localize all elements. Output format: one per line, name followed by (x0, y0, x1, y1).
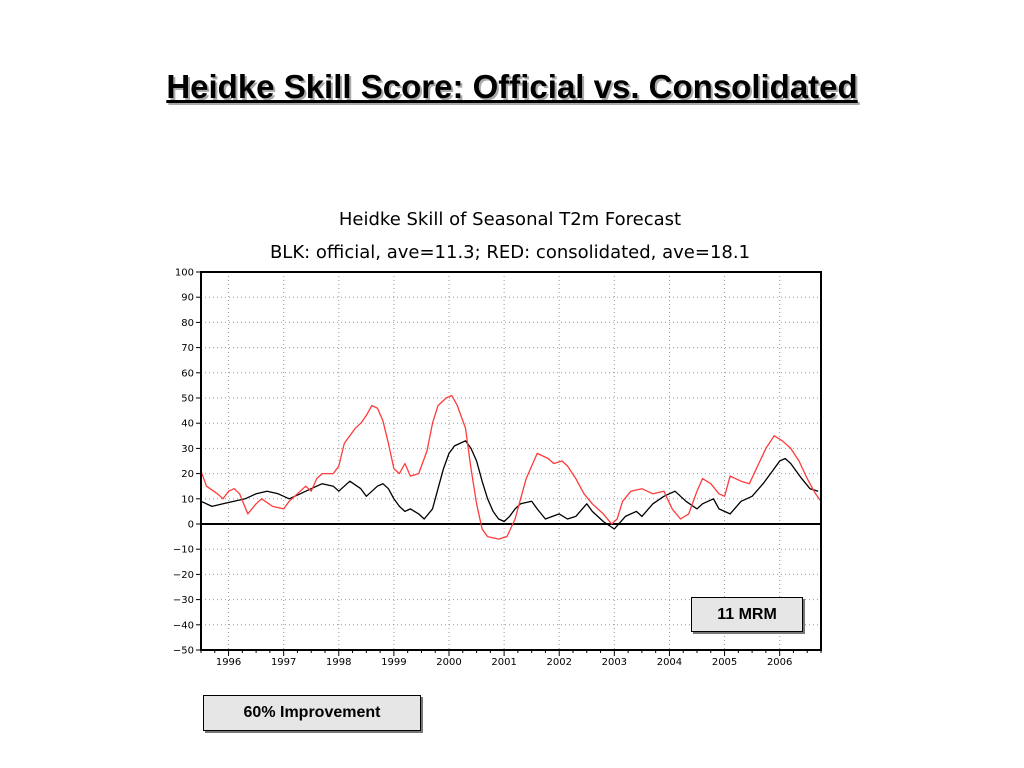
series-line-official (200, 440, 819, 530)
x-tick-label: 2000 (436, 657, 461, 668)
x-tick-label: 2002 (546, 657, 571, 668)
x-tick-label: 2004 (657, 657, 682, 668)
series-layer (200, 394, 822, 540)
y-tick-label: 60 (181, 368, 194, 379)
x-tick-label: 1998 (326, 657, 351, 668)
chart-title: Heidke Skill of Seasonal T2m Forecast (339, 209, 681, 230)
x-tick-label: 2006 (767, 657, 792, 668)
improvement-label-box: 60% Improvement (203, 695, 421, 731)
axis-layer: 1009080706050403020100−10−20−30−40−50199… (173, 268, 822, 668)
y-tick-label: −40 (173, 620, 194, 631)
y-tick-label: −10 (173, 545, 194, 556)
y-tick-label: 30 (181, 444, 194, 455)
slide-title: Heidke Skill Score: Official vs. Consoli… (166, 68, 858, 105)
y-tick-label: 10 (181, 494, 194, 505)
y-tick-label: −20 (173, 570, 194, 581)
y-tick-label: −30 (173, 595, 194, 606)
x-tick-label: 2001 (491, 657, 516, 668)
x-tick-label: 1997 (271, 657, 296, 668)
x-tick-label: 2003 (602, 657, 627, 668)
chart-subtitle: BLK: official, ave=11.3; RED: consolidat… (270, 242, 750, 263)
grid-layer (201, 272, 821, 650)
y-tick-label: 100 (175, 268, 194, 279)
x-tick-label: 2005 (712, 657, 737, 668)
mrm-label-box: 11 MRM (691, 597, 803, 632)
y-tick-label: 70 (181, 343, 194, 354)
y-tick-label: 20 (181, 469, 194, 480)
y-tick-label: 90 (181, 293, 194, 304)
y-tick-label: 0 (188, 520, 194, 531)
plot-frame (200, 271, 822, 651)
y-tick-label: 40 (181, 419, 194, 430)
x-tick-label: 1999 (381, 657, 406, 668)
series-line-consolidated (200, 394, 822, 540)
y-tick-label: −50 (173, 646, 194, 657)
y-tick-label: 80 (181, 318, 194, 329)
y-tick-label: 50 (181, 394, 194, 405)
x-tick-label: 1996 (216, 657, 241, 668)
